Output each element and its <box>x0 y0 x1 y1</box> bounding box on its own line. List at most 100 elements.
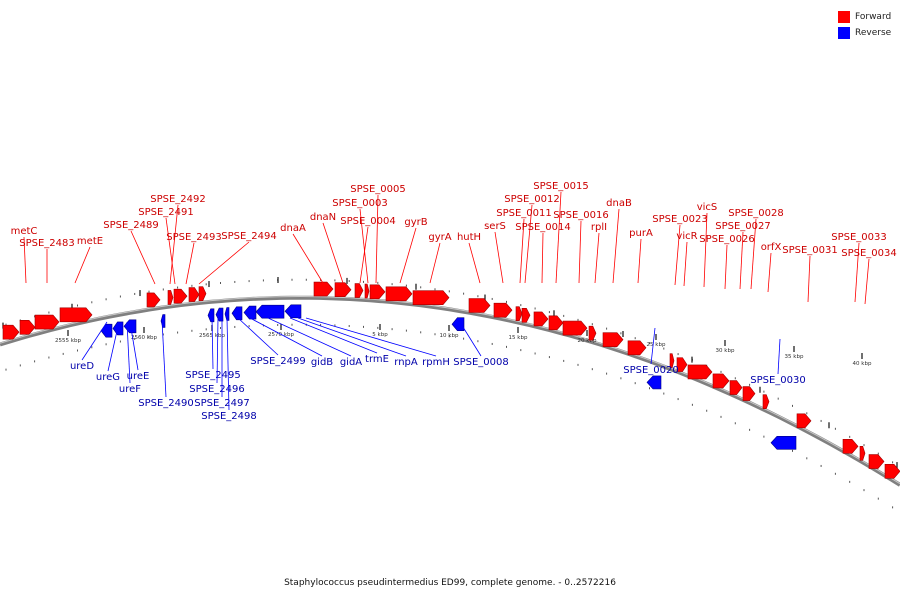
gene-label-spse-0026: SPSE_0026 <box>699 234 755 245</box>
forward-gene-arrow <box>19 320 36 335</box>
reverse-gene-arrow <box>770 435 797 450</box>
forward-leader-line <box>359 208 369 284</box>
forward-leader-line <box>703 212 708 288</box>
reverse-leader-line <box>126 321 131 384</box>
legend-label-reverse: Reverse <box>855 27 892 38</box>
reverse-leader-line <box>161 319 167 398</box>
gene-label-dnan: dnaN <box>310 212 336 223</box>
reverse-leader-line <box>216 317 219 384</box>
gene-label-spse-2483: SPSE_2483 <box>19 238 75 249</box>
gene-label-spse-0012: SPSE_0012 <box>504 194 560 205</box>
reverse-leader-line <box>226 317 230 411</box>
legend: Forward Reverse <box>838 9 898 41</box>
gene-label-spse-0033: SPSE_0033 <box>831 232 887 243</box>
gene-label-spse-0031: SPSE_0031 <box>782 245 838 256</box>
forward-leader-line <box>674 224 681 286</box>
gene-label-metc: metC <box>11 226 38 237</box>
forward-gene-arrow <box>198 286 207 301</box>
forward-gene-arrow <box>468 298 491 313</box>
gene-label-mete: metE <box>77 236 103 247</box>
gene-label-spse-2499: SPSE_2499 <box>250 356 306 367</box>
forward-leader-line <box>807 255 811 303</box>
forward-gene-arrow <box>562 320 588 336</box>
legend-item-forward: Forward <box>838 9 898 24</box>
forward-leader-line <box>165 217 176 285</box>
reverse-gene-arrow <box>646 375 662 390</box>
gene-label-spse-0014: SPSE_0014 <box>515 222 571 233</box>
forward-leader-line <box>130 230 156 285</box>
forward-gene-arrow <box>676 357 688 372</box>
forward-gene-arrow <box>548 315 564 331</box>
reverse-leader-line <box>457 318 482 357</box>
forward-leader-line <box>322 222 344 284</box>
gene-label-spse-0015: SPSE_0015 <box>533 181 589 192</box>
reverse-leader-line <box>249 317 323 357</box>
reverse-leader-line <box>777 338 781 375</box>
gene-label-spse-0004: SPSE_0004 <box>340 216 396 227</box>
gene-label-gida: gidA <box>340 357 362 368</box>
gene-label-spse-0003: SPSE_0003 <box>332 198 388 209</box>
forward-gene-arrow <box>146 292 161 308</box>
forward-gene-arrow <box>842 439 859 454</box>
scale-label: 20 kbp <box>578 338 597 344</box>
reverse-leader-line <box>81 321 108 361</box>
forward-leader-line <box>578 220 582 284</box>
forward-gene-arrow <box>762 394 770 409</box>
forward-gene-arrow <box>493 302 513 318</box>
reverse-gene-arrow <box>123 319 137 334</box>
gene-label-gidb: gidB <box>311 357 333 368</box>
scale-label: 35 kbp <box>785 354 804 360</box>
forward-leader-line <box>864 258 870 305</box>
forward-gene-arrow <box>796 413 812 429</box>
forward-leader-line <box>292 233 324 284</box>
scale-label: 30 kbp <box>716 348 735 354</box>
forward-gene-arrow <box>173 288 188 304</box>
forward-gene-arrow <box>742 386 756 401</box>
forward-gene-arrow <box>588 325 597 341</box>
gene-label-gyra: gyrA <box>428 232 451 243</box>
gene-label-spse-2493: SPSE_2493 <box>166 232 222 243</box>
forward-gene-arrow <box>385 286 413 302</box>
reverse-gene-arrow <box>215 307 224 322</box>
gene-label-spse-2492: SPSE_2492 <box>150 194 206 205</box>
reverse-gene-arrow <box>224 307 230 321</box>
forward-leader-line <box>612 208 620 284</box>
forward-leader-line <box>541 232 544 284</box>
gene-label-spse-2495: SPSE_2495 <box>185 370 241 381</box>
forward-leader-line <box>23 236 27 284</box>
forward-gene-arrow <box>515 306 523 321</box>
reverse-leader-line <box>267 317 352 357</box>
gene-label-pura: purA <box>629 228 653 239</box>
gene-label-spse-0008: SPSE_0008 <box>453 357 509 368</box>
reverse-leader-line <box>129 321 139 371</box>
gene-label-spse-2496: SPSE_2496 <box>189 384 245 395</box>
gene-label-spse-2494: SPSE_2494 <box>221 231 277 242</box>
scale-label: 2570 kbp <box>268 332 294 338</box>
gene-label-spse-0020: SPSE_0020 <box>623 365 679 376</box>
forward-gene-arrow <box>868 454 885 469</box>
forward-gene-arrow <box>669 353 675 368</box>
scale-label: 2555 kbp <box>55 338 81 344</box>
forward-gene-arrow <box>364 283 370 299</box>
gene-label-orfx: orfX <box>761 242 782 253</box>
reverse-leader-line <box>297 317 407 357</box>
scale-label: 2560 kbp <box>131 335 157 341</box>
forward-leader-line <box>854 242 860 303</box>
gene-label-spse-0016: SPSE_0016 <box>553 210 609 221</box>
forward-gene-arrow <box>59 307 93 323</box>
forward-gene-arrow <box>34 314 60 330</box>
gene-label-uree: ureE <box>127 371 150 382</box>
forward-leader-line <box>524 204 533 284</box>
forward-gene-arrow <box>533 311 549 327</box>
forward-gene-arrow <box>188 287 200 302</box>
genome-caption: Staphylococcus pseudintermedius ED99, co… <box>284 578 616 588</box>
gene-label-gyrb: gyrB <box>404 217 427 228</box>
gene-label-vics: vicS <box>697 202 718 213</box>
forward-leader-line <box>767 252 772 293</box>
reverse-gene-arrow <box>207 308 215 323</box>
forward-leader-line <box>375 194 379 284</box>
forward-leader-line <box>494 231 504 284</box>
gene-label-huth: hutH <box>457 232 481 243</box>
gene-label-spse-0028: SPSE_0028 <box>728 208 784 219</box>
gene-label-trme: trmE <box>365 354 389 365</box>
